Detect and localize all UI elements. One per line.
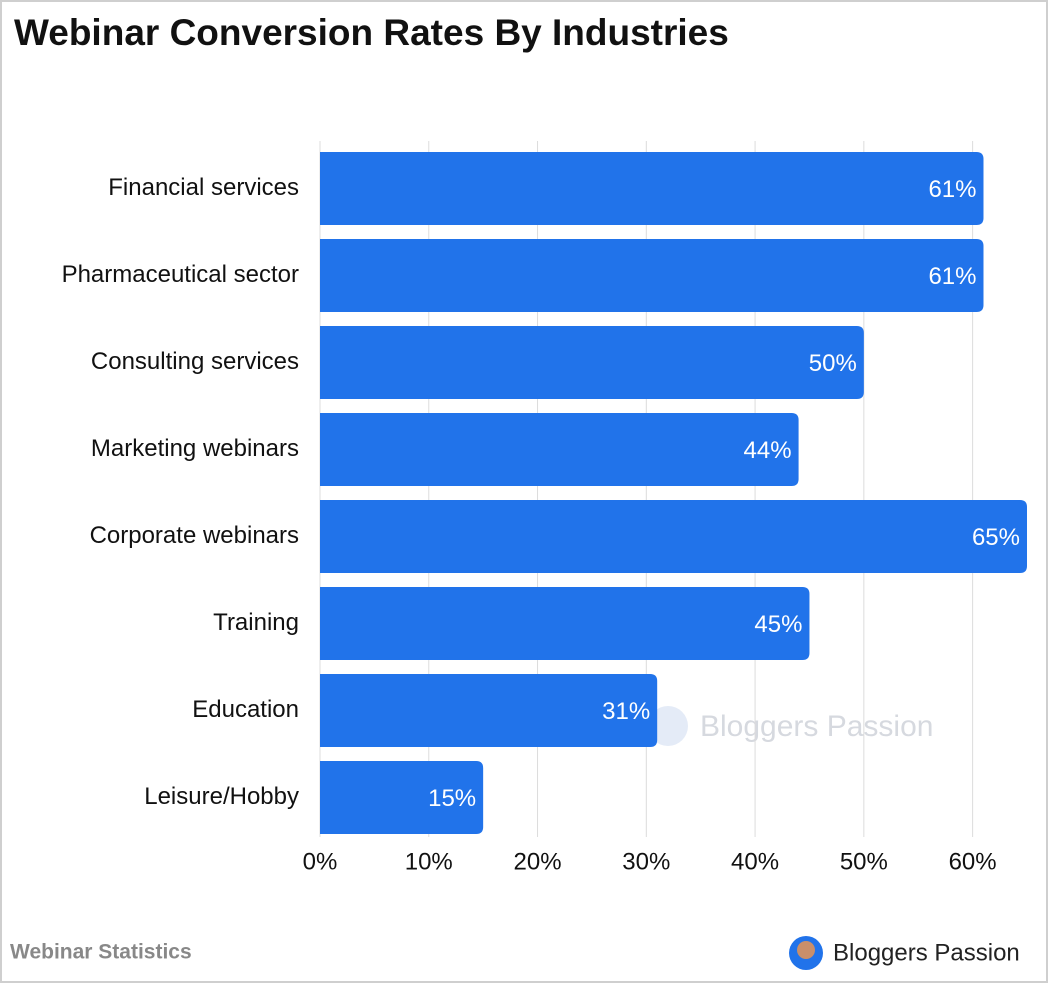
y-tick-label: Training [213, 609, 299, 636]
watermark-icon [648, 706, 688, 746]
value-label: 15% [428, 785, 476, 812]
y-tick-label: Leisure/Hobby [144, 783, 299, 810]
bar [320, 152, 984, 225]
x-tick-label: 40% [731, 848, 779, 875]
watermark: Bloggers Passion [700, 710, 933, 743]
value-label: 31% [602, 698, 650, 725]
x-tick-label: 30% [622, 848, 670, 875]
value-label: 45% [754, 611, 802, 638]
x-tick-label: 10% [405, 848, 453, 875]
y-tick-label: Education [192, 696, 299, 723]
x-tick-label: 20% [514, 848, 562, 875]
x-tick-label: 50% [840, 848, 888, 875]
bar [320, 413, 799, 486]
bar [320, 587, 810, 660]
value-label: 44% [744, 437, 792, 464]
chart-title: Webinar Conversion Rates By Industries [14, 12, 729, 53]
x-tick-label: 0% [303, 848, 338, 875]
bar [320, 761, 484, 834]
bar [320, 326, 864, 399]
brand-face [797, 941, 815, 959]
bar [320, 674, 658, 747]
value-label: 50% [809, 350, 857, 377]
y-tick-label: Corporate webinars [90, 522, 299, 549]
bar [320, 500, 1027, 573]
y-tick-label: Marketing webinars [91, 435, 299, 462]
value-label: 61% [928, 176, 976, 203]
y-tick-label: Consulting services [91, 348, 299, 375]
bar [320, 239, 984, 312]
value-label: 65% [972, 524, 1020, 551]
footer-brand: Bloggers Passion [833, 939, 1020, 966]
y-tick-label: Financial services [108, 174, 299, 201]
value-label: 61% [928, 263, 976, 290]
footer-left: Webinar Statistics [10, 941, 192, 964]
x-tick-label: 60% [949, 848, 997, 875]
y-tick-label: Pharmaceutical sector [62, 261, 299, 288]
